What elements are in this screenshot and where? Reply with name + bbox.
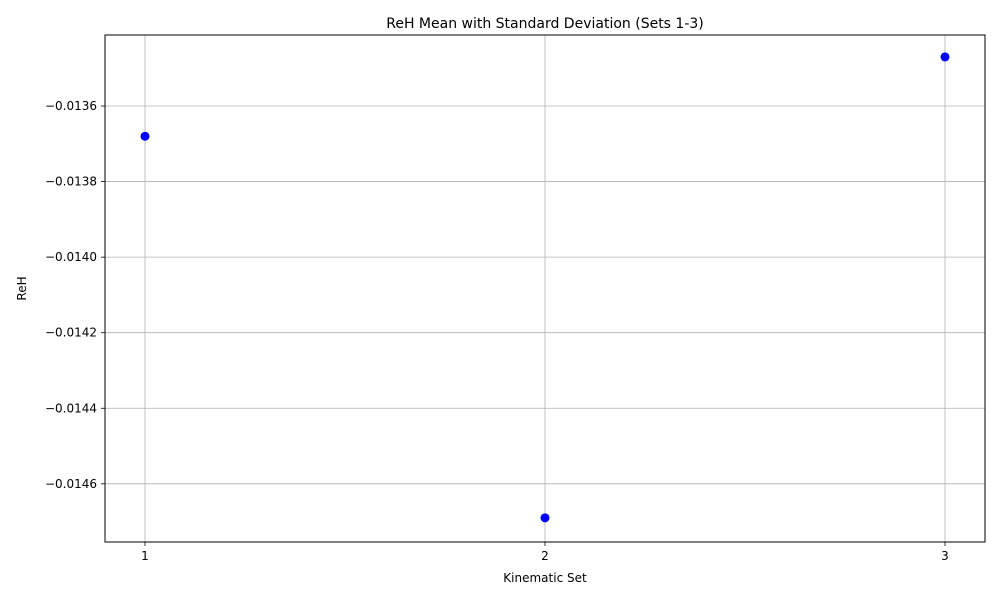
y-tick-label: −0.0140 bbox=[45, 250, 97, 264]
chart-title: ReH Mean with Standard Deviation (Sets 1… bbox=[386, 16, 704, 32]
data-point bbox=[940, 52, 950, 62]
data-points bbox=[140, 52, 950, 523]
y-axis-label: ReH bbox=[15, 276, 29, 300]
data-point bbox=[140, 131, 150, 141]
x-tick-label: 2 bbox=[541, 549, 549, 563]
plot-frame bbox=[104, 34, 986, 543]
ticks: 1 2 3 −0.0136 −0.0138 −0.0140 −0.0142 −0.0144 −0… bbox=[45, 99, 949, 563]
y-tick-label: −0.0136 bbox=[45, 99, 97, 113]
data-point bbox=[540, 513, 550, 523]
x-tick-label: 3 bbox=[941, 549, 949, 563]
y-tick-label: −0.0144 bbox=[45, 401, 97, 415]
y-tick-label: −0.0138 bbox=[45, 175, 97, 189]
x-axis-label: Kinematic Set bbox=[503, 571, 587, 585]
y-tick-label: −0.0142 bbox=[45, 326, 97, 340]
x-tick-label: 1 bbox=[141, 549, 149, 563]
y-tick-label: −0.0146 bbox=[45, 477, 97, 491]
grid bbox=[105, 35, 985, 542]
